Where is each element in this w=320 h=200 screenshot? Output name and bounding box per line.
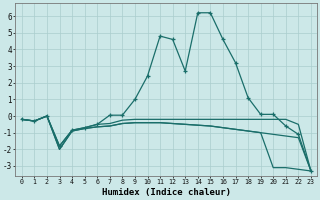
X-axis label: Humidex (Indice chaleur): Humidex (Indice chaleur): [102, 188, 231, 197]
